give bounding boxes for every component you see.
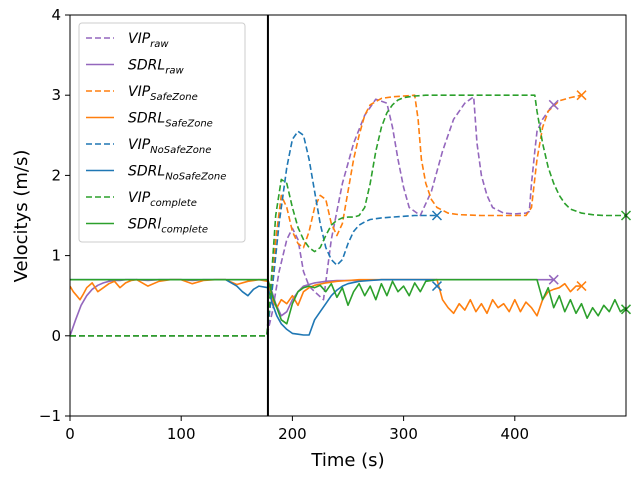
- legend-item: SDRLNoSafeZone: [86, 164, 226, 183]
- plot-frame: [69, 14, 627, 417]
- x-tick-label: 100: [167, 425, 196, 443]
- end-marker-vip-raw: [548, 99, 559, 110]
- end-marker-sdrl-nosafezone: [431, 281, 442, 292]
- legend-label: SDRLNoSafeZone: [128, 164, 226, 183]
- series-line-sdrl-nosafezone: [70, 278, 437, 336]
- y-axis-label: Velocitys (m/s): [11, 150, 32, 283]
- legend-item: VIPcomplete: [86, 190, 197, 209]
- end-marker-vip-safezone: [576, 90, 587, 101]
- legend-item: SDRlcomplete: [86, 217, 208, 236]
- series-line-sdrl-complete: [70, 278, 626, 325]
- y-tick-label: 0: [51, 327, 61, 345]
- legend: VIPraw SDRLraw VIPSafeZone SDRLSafeZone VIPN…: [78, 22, 246, 243]
- y-tick-label: 3: [51, 86, 61, 104]
- y-tick-label: 4: [51, 6, 61, 24]
- legend-item: SDRLSafeZone: [86, 111, 213, 130]
- x-axis-label: Time (s): [310, 450, 384, 471]
- legend-item: VIPSafeZone: [86, 84, 198, 103]
- series-line-vip-complete: [70, 94, 626, 337]
- legend-item: SDRLraw: [86, 58, 184, 77]
- legend-label: SDRlcomplete: [128, 217, 208, 236]
- x-tick-label: 0: [65, 425, 75, 443]
- y-tick-label: 2: [51, 166, 61, 184]
- legend-label: VIPSafeZone: [128, 84, 198, 103]
- legend-label: VIPNoSafeZone: [128, 137, 211, 156]
- legend-label: VIPcomplete: [128, 190, 197, 209]
- legend-label: SDRLraw: [128, 58, 184, 77]
- end-marker-vip-nosafezone: [431, 210, 442, 221]
- end-marker-sdrl-raw: [548, 274, 559, 285]
- series-line-sdrl-safezone: [70, 278, 582, 317]
- legend-box: [78, 22, 246, 243]
- x-tick-label: 400: [500, 425, 529, 443]
- x-tick-label: 200: [278, 425, 307, 443]
- legend-item: VIPNoSafeZone: [86, 137, 211, 156]
- x-tick-label: 300: [389, 425, 418, 443]
- series-line-vip-raw: [70, 96, 555, 337]
- y-tick-label: 1: [51, 247, 61, 265]
- series-line-vip-safezone: [70, 94, 582, 337]
- end-marker-sdrl-safezone: [576, 281, 587, 292]
- legend-label: VIPraw: [128, 31, 169, 50]
- series-line-vip-nosafezone: [70, 130, 437, 337]
- y-tick-label: −1: [39, 407, 61, 425]
- legend-label: SDRLSafeZone: [128, 111, 213, 130]
- legend-item: VIPraw: [86, 31, 169, 50]
